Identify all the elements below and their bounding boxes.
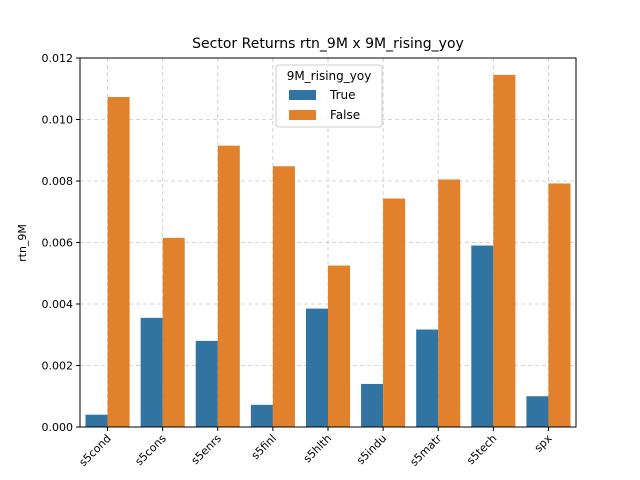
x-tick-label: s5hlth [301,432,334,465]
legend-title: 9M_rising_yoy [287,69,372,83]
y-tick-label: 0.008 [42,175,74,188]
bar-false-s5indu [383,198,406,427]
x-tick-label: s5cond [77,432,114,469]
x-tick-label: s5tech [464,432,499,467]
x-tick-label: s5finl [249,432,279,462]
bar-true-s5finl [250,404,273,427]
y-tick-label: 0.004 [42,298,74,311]
bar-true-s5cons [140,317,163,427]
bar-true-s5matr [416,329,439,427]
bars [85,74,571,428]
x-tick-label: s5matr [408,432,445,469]
y-tick-label: 0.002 [42,360,74,373]
bar-true-s5hlth [305,308,328,427]
x-tick-label: s5indu [354,432,389,467]
x-tick-label: s5enrs [189,432,224,467]
y-tick-label: 0.010 [42,114,74,127]
y-axis-ticks: 0.000 0.002 0.004 0.006 0.008 0.010 0.012 [42,52,80,434]
bar-false-s5hlth [328,265,351,427]
bar-false-spx [548,183,571,427]
y-tick-label: 0.012 [42,52,74,65]
bar-true-s5indu [361,383,384,427]
bar-true-s5tech [471,245,494,427]
x-axis-ticks: s5cond s5cons s5enrs s5finl s5hlth s5indu s5ma… [77,427,555,469]
legend-label-true: True [329,88,356,102]
chart-title: Sector Returns rtn_9M x 9M_rising_yoy [192,36,464,52]
bar-true-spx [526,396,549,427]
y-axis-label: rtn_9M [16,224,29,262]
legend: 9M_rising_yoy True False [275,64,383,128]
x-tick-label: spx [532,432,555,455]
y-tick-label: 0.000 [42,421,74,434]
x-tick-label: s5cons [133,432,169,468]
y-tick-label: 0.006 [42,237,74,250]
bar-false-s5matr [438,179,461,427]
legend-label-false: False [330,108,360,122]
bar-true-s5enrs [195,340,218,427]
bar-false-s5enrs [217,145,240,427]
legend-swatch-true [289,90,316,100]
bar-false-s5finl [272,166,295,428]
bar-false-s5cond [107,97,130,428]
bar-true-s5cond [85,414,108,427]
legend-swatch-false [289,110,316,120]
bar-false-s5cons [162,237,185,427]
bar-false-s5tech [493,74,516,427]
